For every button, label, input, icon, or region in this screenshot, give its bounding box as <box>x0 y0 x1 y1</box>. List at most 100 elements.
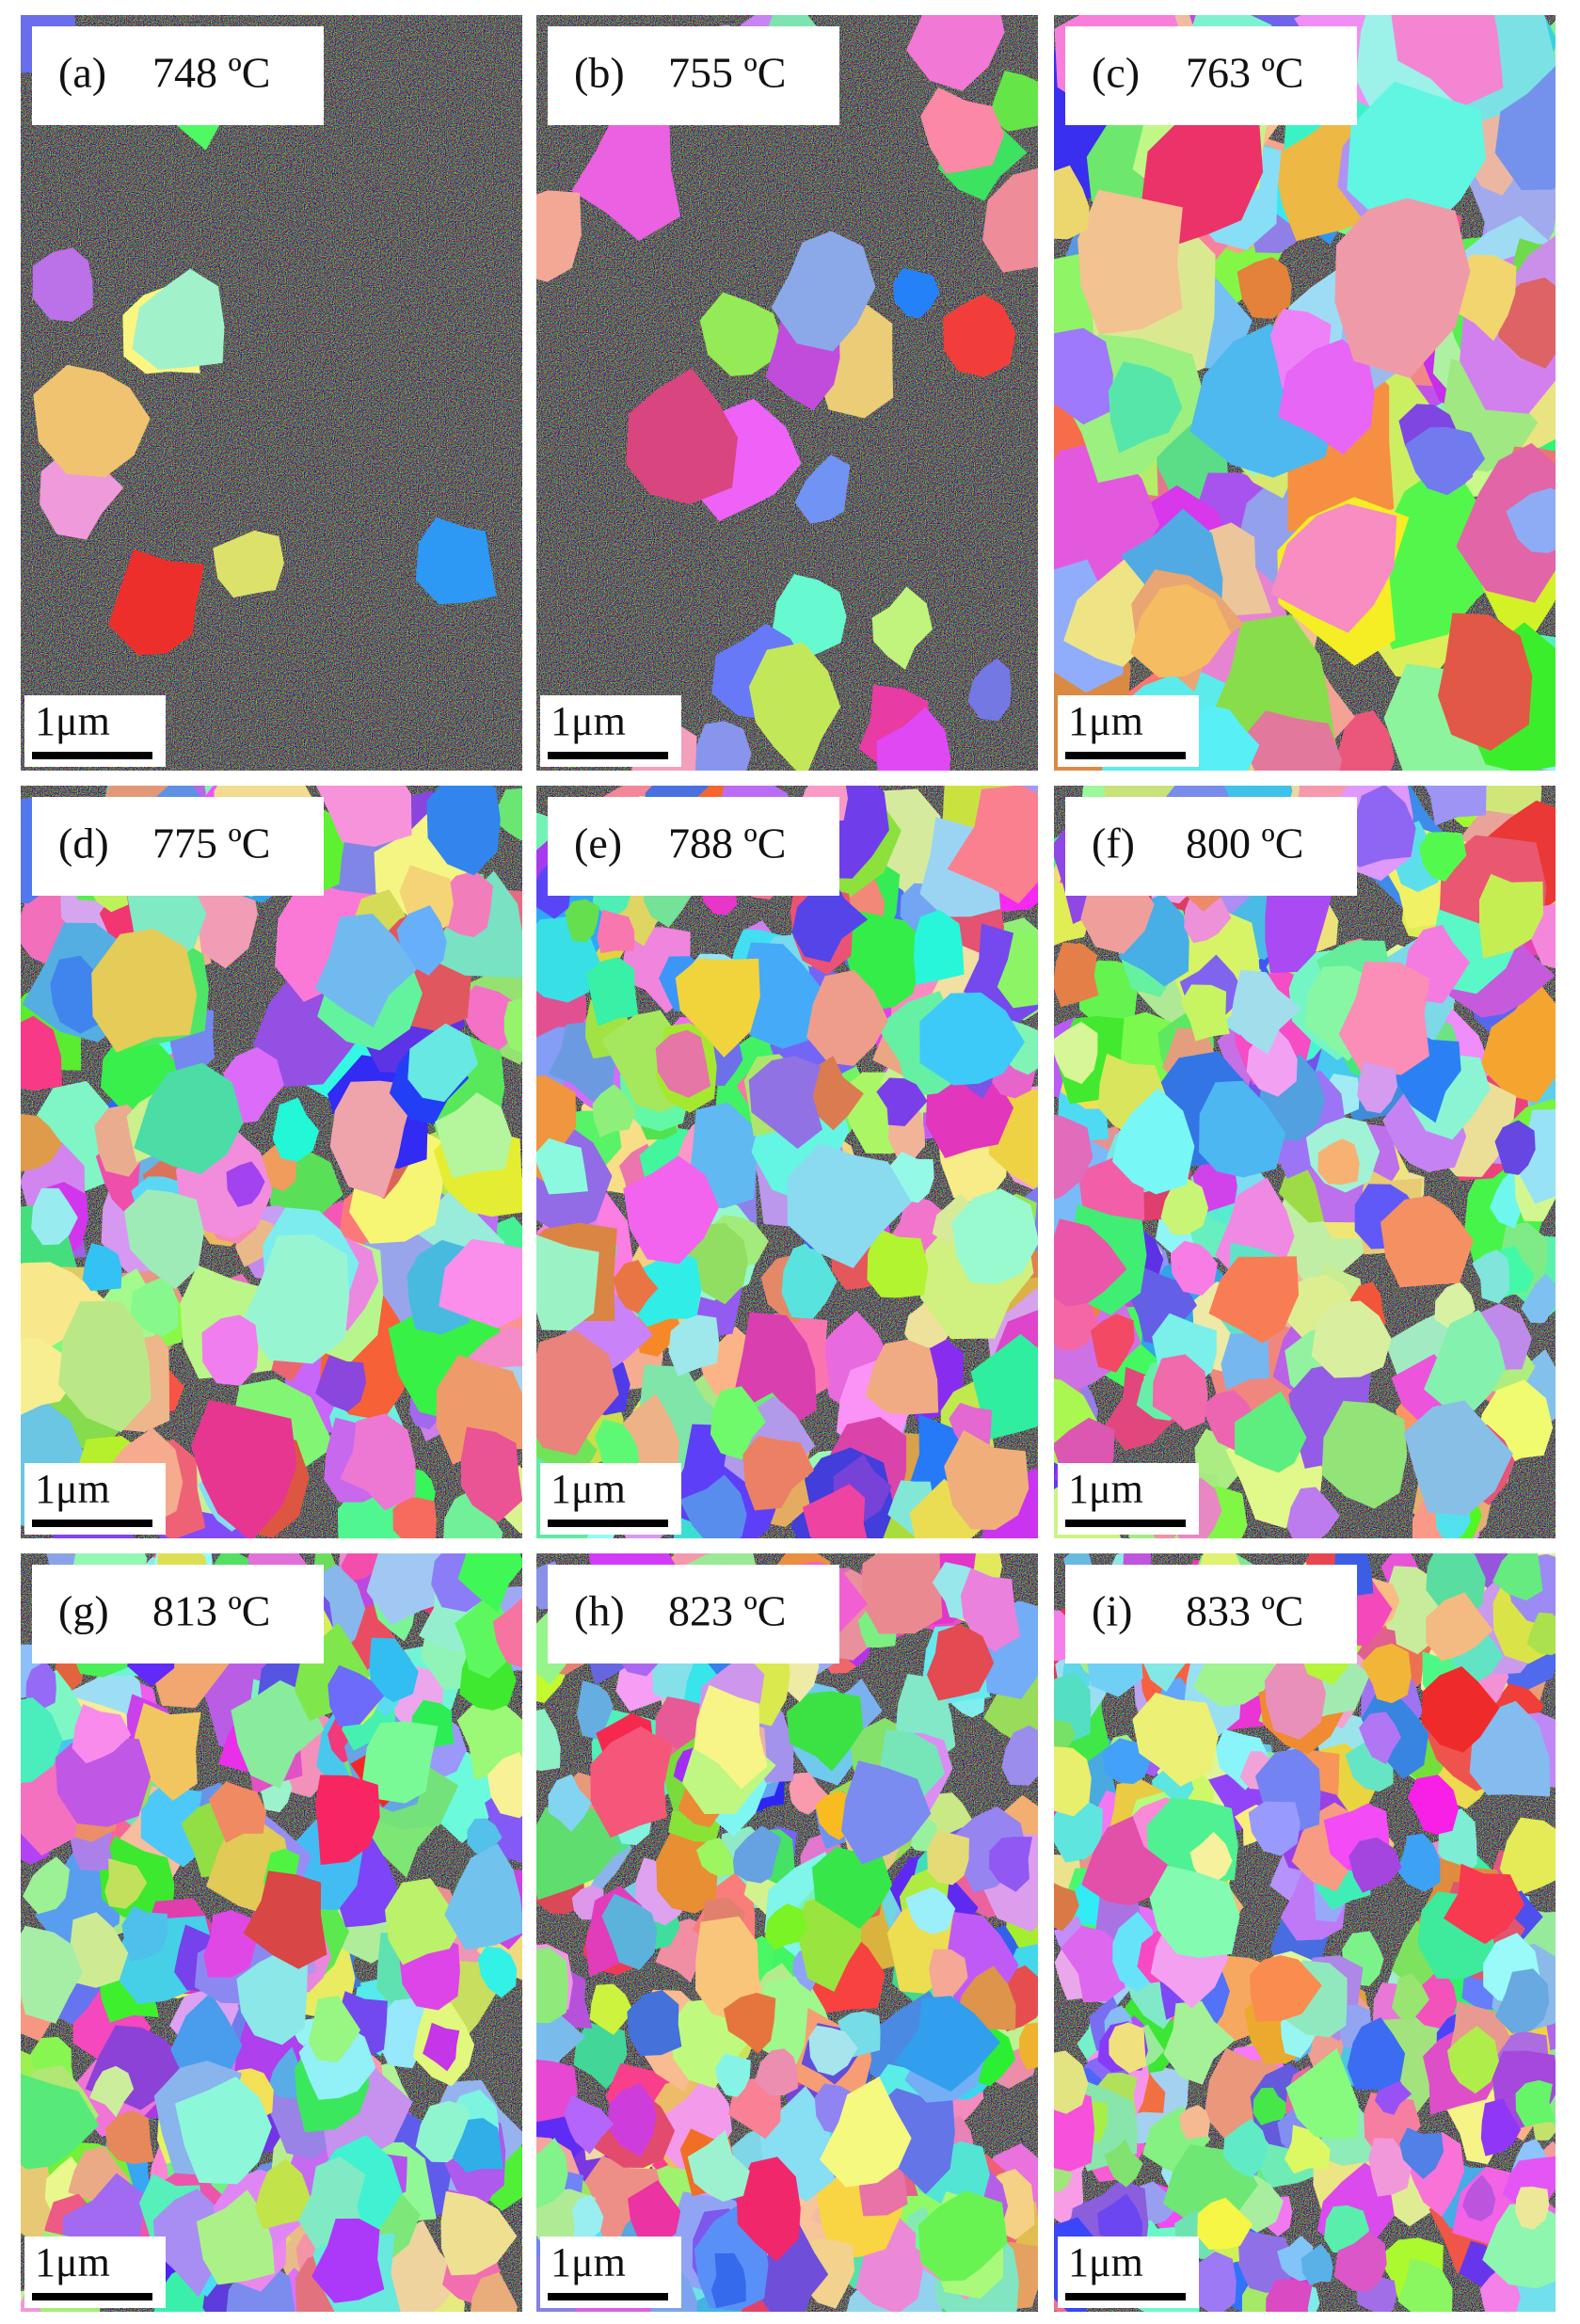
grain <box>23 1856 70 1915</box>
grain <box>1054 1719 1076 1752</box>
grain <box>440 2190 518 2276</box>
grain <box>190 1399 297 1538</box>
grain <box>573 2021 628 2090</box>
grain <box>876 1077 928 1126</box>
grain <box>536 1138 588 1195</box>
grain <box>329 1080 417 1199</box>
grain <box>21 1262 112 1359</box>
grain <box>1266 2279 1313 2312</box>
grain <box>894 1996 1000 2093</box>
grain <box>1359 1711 1401 1765</box>
grain <box>21 1113 62 1172</box>
grain <box>548 1774 592 1832</box>
grain <box>1515 2079 1556 2127</box>
grain <box>679 1474 747 1538</box>
grain <box>272 1097 320 1162</box>
grain <box>105 2110 154 2165</box>
grain <box>565 899 600 943</box>
grain <box>748 1056 822 1149</box>
grain <box>72 1704 132 1764</box>
grain <box>457 1553 522 1613</box>
grain <box>988 71 1038 132</box>
grain <box>668 1314 720 1377</box>
grain <box>585 957 639 1027</box>
grain <box>1091 1313 1135 1373</box>
grain <box>808 2025 858 2077</box>
grain <box>311 2218 385 2303</box>
grain <box>926 1624 995 1701</box>
grain <box>1222 2118 1269 2178</box>
grain <box>315 1355 367 1412</box>
grain <box>1426 1592 1493 1662</box>
grain <box>455 1593 513 1679</box>
panel-label: (f) <box>1092 820 1135 868</box>
grain <box>407 1023 479 1103</box>
grain <box>369 1637 419 1703</box>
grain <box>243 1870 327 1969</box>
grain <box>1285 2047 1359 2140</box>
grain <box>710 2252 746 2308</box>
grain <box>1515 2187 1550 2230</box>
grain <box>341 1553 385 1583</box>
grain <box>1480 2098 1522 2157</box>
grain <box>362 1721 439 1804</box>
grain <box>627 1989 682 2057</box>
grain <box>213 530 284 598</box>
grain <box>613 1260 659 1313</box>
grain <box>913 909 965 985</box>
grain <box>32 247 93 322</box>
grain <box>714 2053 751 2097</box>
grain <box>655 1696 704 1753</box>
grain <box>927 1830 969 1886</box>
scale-bar-text: 1μm <box>35 2239 110 2285</box>
grain <box>819 2076 912 2188</box>
grain <box>487 1752 522 1819</box>
grain <box>1199 1080 1286 1178</box>
grain <box>536 1234 599 1331</box>
label-box <box>548 26 839 125</box>
grain <box>1240 710 1343 771</box>
grain <box>764 1903 808 1950</box>
grain <box>929 1949 968 2001</box>
grain <box>564 2094 614 2155</box>
label-box <box>548 797 839 896</box>
grain <box>1438 613 1533 751</box>
grain <box>944 1429 1029 1530</box>
grain <box>1526 1612 1556 1656</box>
label-box <box>32 1565 324 1663</box>
grain <box>1189 705 1260 771</box>
grain <box>597 909 635 954</box>
panel-temperature: 763 ºC <box>1186 49 1303 97</box>
grain <box>1250 1955 1322 2022</box>
grain <box>1399 2127 1444 2179</box>
grain <box>989 1837 1032 1892</box>
grain <box>467 1818 503 1854</box>
grain <box>695 1838 735 1877</box>
grain <box>1472 1250 1510 1304</box>
grain <box>33 364 151 478</box>
grain <box>951 1188 1038 1284</box>
grain <box>1253 2087 1291 2125</box>
grain <box>1334 198 1471 378</box>
grain <box>861 1553 943 1634</box>
grain <box>742 1436 814 1511</box>
scale-bar <box>1065 752 1186 759</box>
grain <box>1235 1391 1307 1473</box>
grain <box>1494 1968 1550 2034</box>
grain <box>174 2077 272 2185</box>
grain <box>100 1033 185 1125</box>
grain <box>82 1243 122 1291</box>
scale-bar <box>548 2293 668 2300</box>
panel-label: (e) <box>574 820 622 868</box>
grain <box>1407 1775 1459 1835</box>
grain <box>21 1925 83 2024</box>
grain <box>1381 1195 1474 1288</box>
grain <box>1189 1831 1233 1885</box>
grain <box>690 721 752 771</box>
grain <box>89 2065 135 2118</box>
ebsd-map <box>536 786 1038 1538</box>
grain <box>865 1339 939 1415</box>
grain <box>1054 327 1113 425</box>
grain <box>1189 323 1341 478</box>
grain <box>1426 1553 1486 1614</box>
